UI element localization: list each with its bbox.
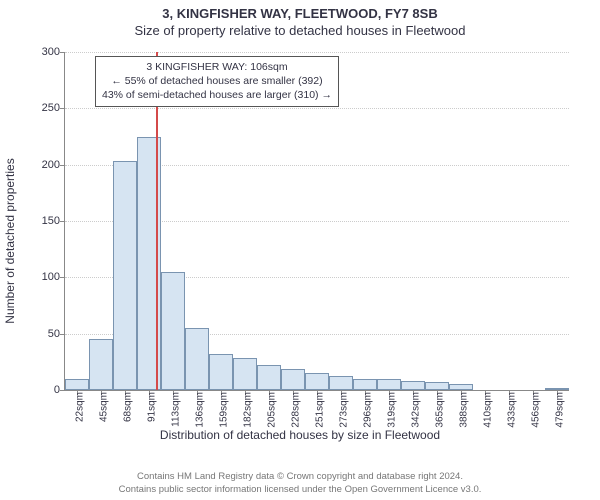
- histogram-bar: [305, 373, 329, 390]
- y-tick-mark: [60, 108, 65, 109]
- x-tick-label: 273sqm: [339, 392, 350, 428]
- gridline: [65, 52, 569, 53]
- footer-line1: Contains HM Land Registry data © Crown c…: [0, 471, 600, 483]
- y-tick-mark: [60, 221, 65, 222]
- y-tick-label: 200: [26, 159, 60, 171]
- x-tick-label: 45sqm: [99, 392, 110, 422]
- histogram-bar: [113, 161, 137, 390]
- y-tick-mark: [60, 334, 65, 335]
- y-tick-label: 250: [26, 102, 60, 114]
- histogram-bar: [401, 381, 425, 390]
- x-tick-label: 319sqm: [387, 392, 398, 428]
- x-tick-label: 410sqm: [483, 392, 494, 428]
- subtitle: Size of property relative to detached ho…: [0, 21, 600, 38]
- footer: Contains HM Land Registry data © Crown c…: [0, 471, 600, 496]
- x-tick-label: 113sqm: [171, 392, 182, 427]
- x-tick-label: 22sqm: [75, 392, 86, 422]
- y-tick-label: 0: [26, 384, 60, 396]
- footer-line2: Contains public sector information licen…: [0, 484, 600, 496]
- x-tick-label: 365sqm: [435, 392, 446, 428]
- y-tick-mark: [60, 165, 65, 166]
- x-tick-label: 479sqm: [555, 392, 566, 428]
- x-tick-label: 91sqm: [147, 392, 158, 422]
- histogram-bar: [353, 379, 377, 390]
- histogram-bar: [377, 379, 401, 390]
- x-tick-label: 159sqm: [219, 392, 230, 428]
- y-tick-label: 50: [26, 328, 60, 340]
- x-tick-label: 342sqm: [411, 392, 422, 428]
- x-tick-label: 205sqm: [267, 392, 278, 428]
- histogram-bar: [89, 339, 113, 390]
- histogram-bar: [425, 382, 449, 390]
- x-tick-label: 182sqm: [243, 392, 254, 428]
- x-tick-label: 296sqm: [363, 392, 374, 428]
- x-tick-label: 68sqm: [123, 392, 134, 422]
- histogram-bar: [281, 369, 305, 390]
- annotation-line3: 43% of semi-detached houses are larger (…: [102, 88, 332, 102]
- x-tick-label: 456sqm: [531, 392, 542, 428]
- y-tick-label: 100: [26, 271, 60, 283]
- annotation-line1: 3 KINGFISHER WAY: 106sqm: [102, 60, 332, 74]
- x-axis-label: Distribution of detached houses by size …: [0, 428, 600, 442]
- y-tick-mark: [60, 52, 65, 53]
- histogram-bar: [233, 358, 257, 390]
- annotation-line2: ← 55% of detached houses are smaller (39…: [102, 74, 332, 88]
- x-tick-label: 136sqm: [195, 392, 206, 428]
- x-tick-label: 433sqm: [507, 392, 518, 428]
- y-tick-label: 150: [26, 215, 60, 227]
- address-title: 3, KINGFISHER WAY, FLEETWOOD, FY7 8SB: [0, 0, 600, 21]
- x-tick-label: 388sqm: [459, 392, 470, 428]
- histogram-bar: [185, 328, 209, 390]
- annotation-box: 3 KINGFISHER WAY: 106sqm ← 55% of detach…: [95, 56, 339, 107]
- y-axis-label: Number of detached properties: [3, 158, 17, 323]
- y-tick-label: 300: [26, 46, 60, 58]
- histogram-bar: [329, 376, 353, 390]
- gridline: [65, 108, 569, 109]
- y-tick-mark: [60, 390, 65, 391]
- plot-region: 22sqm45sqm68sqm91sqm113sqm136sqm159sqm18…: [64, 52, 569, 391]
- x-tick-label: 251sqm: [315, 392, 326, 428]
- histogram-bar: [161, 272, 185, 390]
- chart-area: Number of detached properties 22sqm45sqm…: [0, 42, 600, 440]
- histogram-bar: [257, 365, 281, 390]
- histogram-bar: [209, 354, 233, 390]
- x-tick-label: 228sqm: [291, 392, 302, 428]
- histogram-bar: [65, 379, 89, 390]
- y-tick-mark: [60, 277, 65, 278]
